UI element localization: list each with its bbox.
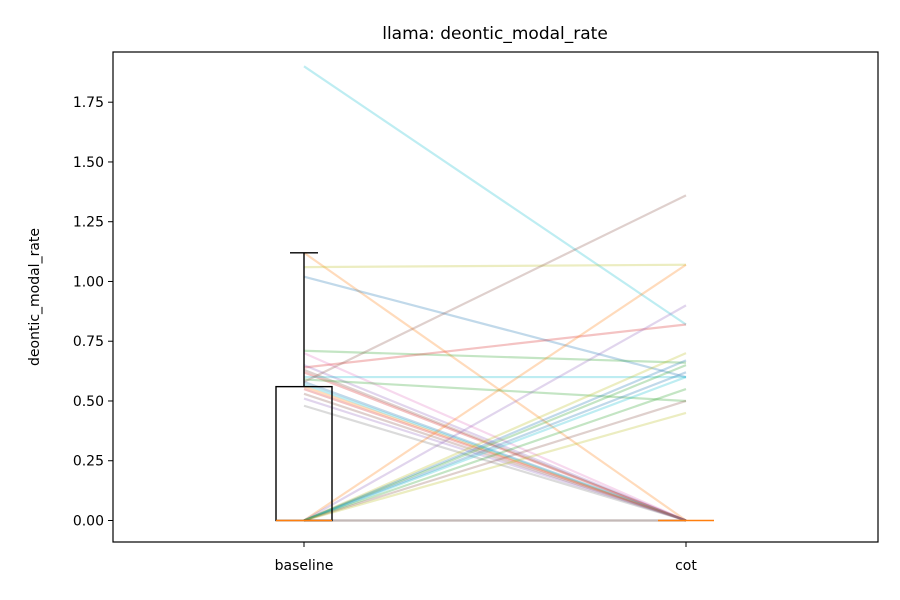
series-line-8 [303, 368, 687, 522]
x-tick-label: baseline [275, 558, 334, 574]
chart-title: llama: deontic_modal_rate [382, 24, 608, 44]
series-line-4 [303, 349, 687, 364]
series-line-1 [303, 251, 687, 522]
series-line-24 [303, 364, 687, 522]
series-line-9 [303, 371, 687, 522]
series-line-26 [303, 376, 687, 522]
series-line-23 [303, 359, 687, 522]
y-tick-label: 1.25 [73, 215, 104, 231]
series-line-29 [303, 411, 687, 522]
series-line-11 [303, 378, 687, 403]
baseline-boxplot [275, 252, 714, 522]
y-tick-label: 0.75 [73, 334, 104, 350]
series-line-15 [303, 387, 687, 522]
y-axis: 0.00 0.25 0.50 0.75 1.00 1.25 1.50 1.75 [73, 95, 113, 529]
x-axis: baseline cot [275, 542, 697, 574]
series-line-18 [303, 404, 687, 522]
series-line-6 [303, 364, 687, 522]
series-line-19 [303, 194, 687, 383]
y-tick-label: 0.50 [73, 394, 104, 410]
series-line-27 [303, 387, 687, 522]
y-axis-label: deontic_modal_rate [27, 228, 43, 366]
series-line-28 [303, 399, 687, 522]
series-line-21 [303, 304, 687, 522]
y-tick-label: 1.50 [73, 155, 104, 171]
y-tick-label: 1.00 [73, 274, 104, 290]
series-line-25 [303, 371, 687, 522]
x-tick-label: cot [675, 558, 697, 574]
series-line-14 [303, 385, 687, 522]
y-tick-label: 0.00 [73, 513, 104, 529]
series-line-5 [303, 352, 687, 522]
series-line-3 [303, 275, 687, 379]
series-line-22 [303, 352, 687, 522]
series-line-12 [303, 380, 687, 522]
series-line-13 [303, 383, 687, 522]
series-lines [303, 65, 687, 522]
y-tick-label: 0.25 [73, 454, 104, 470]
series-line-16 [303, 392, 687, 522]
series-line-2 [303, 263, 687, 269]
series-line-20 [303, 263, 687, 522]
y-tick-label: 1.75 [73, 95, 104, 111]
plot-frame [112, 51, 879, 543]
series-line-7 [303, 323, 687, 369]
series-line-17 [303, 397, 687, 522]
series-line-0 [303, 65, 687, 326]
